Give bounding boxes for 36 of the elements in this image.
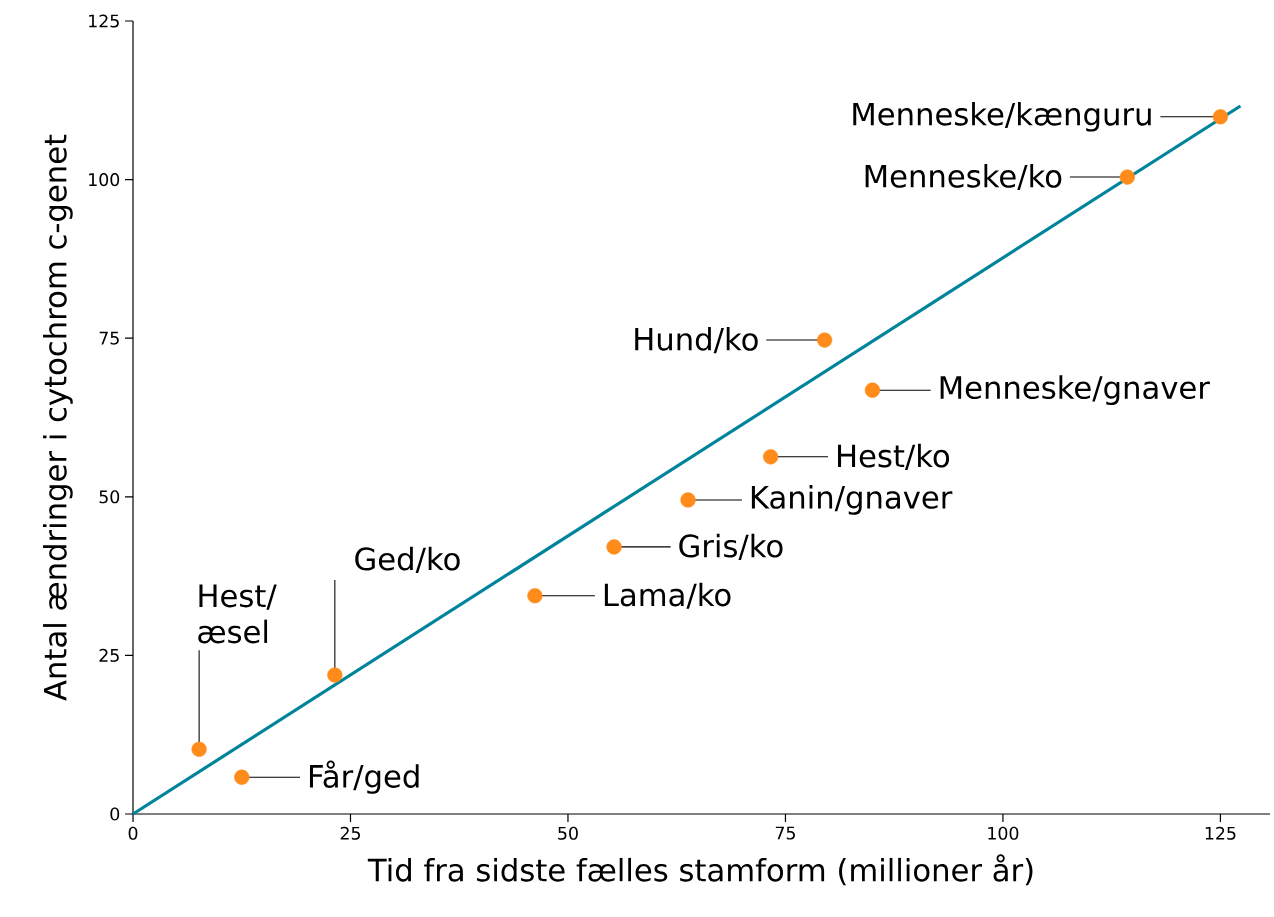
annotation: Hest/ æsel — [198, 584, 277, 644]
y-tick-label: 125 — [89, 14, 119, 28]
point — [1212, 109, 1229, 125]
point — [680, 492, 696, 508]
annotation: Menneske/ko — [865, 163, 1062, 191]
point — [606, 539, 622, 555]
point — [864, 382, 881, 398]
annotation: Menneske/kænguru — [853, 101, 1151, 132]
x-tick-label: 25 — [340, 826, 360, 840]
y-tick-label: 0 — [110, 807, 120, 821]
point — [816, 332, 833, 348]
y-tick-label: 25 — [99, 648, 119, 662]
annotation: Gris/ko — [679, 533, 783, 560]
annotation: Lama/ko — [604, 582, 731, 609]
point — [1119, 169, 1135, 185]
annotation: Ged/ko — [355, 546, 460, 573]
y-axis-title: Antal ændringer i cytochrom c-genet — [43, 134, 73, 701]
point — [234, 769, 250, 785]
annotation: Hest/ko — [838, 443, 950, 470]
x-tick-label: 100 — [988, 826, 1019, 840]
x-axis-title: Tid fra sidste fælles stamform (millioner år) — [367, 854, 1033, 886]
y-tick-label: 50 — [99, 490, 120, 504]
x-tick-label: 75 — [775, 826, 795, 840]
point — [763, 449, 779, 465]
annotation: Menneske/gnaver — [940, 375, 1210, 406]
x-tick-label: 125 — [1205, 826, 1236, 840]
annotation: Får/ged — [309, 760, 419, 794]
point — [191, 741, 207, 757]
annotation: Hund/ko — [635, 327, 758, 354]
annotation: Kanin/gnaver — [751, 485, 953, 515]
y-tick-label: 75 — [99, 331, 119, 345]
y-tick-label: 100 — [89, 173, 120, 187]
x-tick-label: 50 — [558, 826, 578, 840]
point — [327, 667, 343, 683]
x-tick-label: 0 — [128, 826, 138, 840]
point — [527, 588, 543, 604]
